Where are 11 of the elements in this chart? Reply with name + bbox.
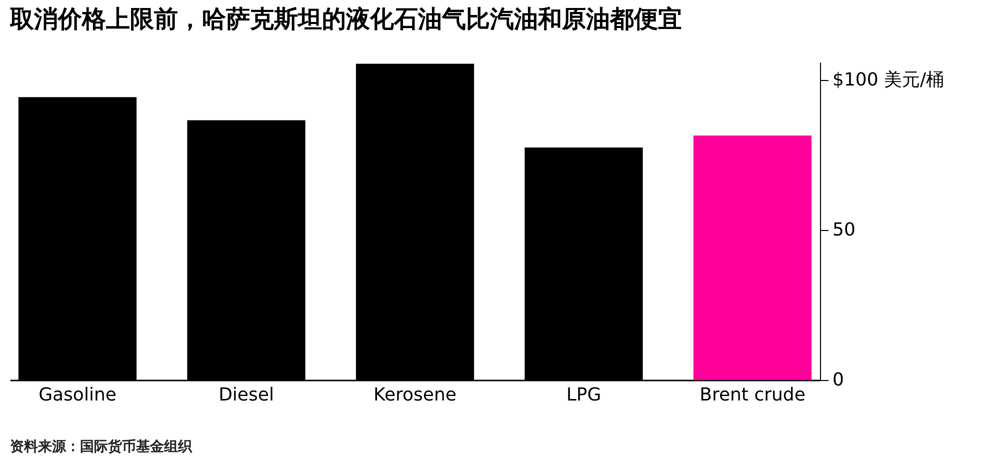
text: 资料来源：国际货币基金组织 (10, 438, 192, 456)
x-tick-label: Brent crude (700, 384, 806, 406)
x-tick-label: Gasoline (38, 384, 116, 406)
x-tick-label: Diesel (218, 384, 274, 406)
bar (693, 136, 812, 380)
y-tick-label: 50 (832, 220, 856, 240)
y-tick-label: $100 美元/桶 (832, 70, 944, 90)
chart-title: 取消价格上限前，哈萨克斯坦的液化石油气比汽油和原油都便宜 (9, 5, 682, 33)
x-tick-label: LPG (566, 384, 602, 406)
x-tick-label: Kerosene (374, 384, 456, 406)
y-tick-label: 0 (832, 370, 844, 390)
